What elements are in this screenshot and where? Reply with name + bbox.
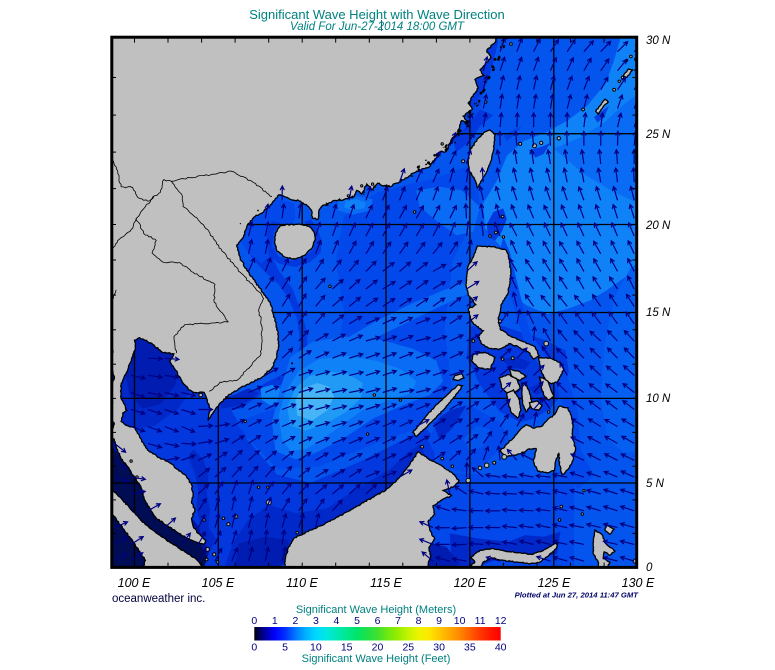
svg-text:10: 10 <box>310 642 322 654</box>
svg-text:30: 30 <box>433 642 445 654</box>
svg-text:5: 5 <box>282 642 288 654</box>
svg-text:0: 0 <box>251 642 257 654</box>
svg-text:3: 3 <box>313 615 319 627</box>
svg-text:Significant Wave Height (Meter: Significant Wave Height (Meters) <box>296 604 456 616</box>
svg-text:6: 6 <box>375 615 381 627</box>
svg-text:Valid For Jun-27-2014 18:00 GM: Valid For Jun-27-2014 18:00 GMT <box>290 21 465 33</box>
svg-text:12: 12 <box>495 615 507 627</box>
svg-text:Significant Wave Height with W: Significant Wave Height with Wave Direct… <box>249 7 505 22</box>
svg-text:100 E: 100 E <box>118 576 151 590</box>
svg-text:35: 35 <box>464 642 476 654</box>
svg-text:1: 1 <box>272 615 278 627</box>
svg-text:40: 40 <box>495 642 507 654</box>
svg-text:15 N: 15 N <box>646 307 671 319</box>
svg-text:20 N: 20 N <box>645 220 671 232</box>
svg-text:10: 10 <box>454 615 466 627</box>
svg-text:2: 2 <box>292 615 298 627</box>
svg-text:110 E: 110 E <box>286 576 318 590</box>
svg-text:11: 11 <box>475 615 486 627</box>
svg-text:5 N: 5 N <box>646 478 665 490</box>
svg-text:25 N: 25 N <box>645 129 671 141</box>
svg-text:7: 7 <box>395 615 401 627</box>
svg-text:30 N: 30 N <box>646 35 671 47</box>
svg-text:115 E: 115 E <box>370 576 402 590</box>
svg-text:25: 25 <box>402 642 414 654</box>
svg-text:120 E: 120 E <box>454 576 487 590</box>
svg-text:10 N: 10 N <box>646 393 671 405</box>
svg-text:20: 20 <box>372 642 384 654</box>
svg-text:8: 8 <box>416 615 422 627</box>
svg-text:4: 4 <box>333 615 339 627</box>
svg-text:0: 0 <box>251 615 257 627</box>
svg-text:105 E: 105 E <box>202 576 235 590</box>
svg-text:Plotted at Jun 27, 2014 11:47: Plotted at Jun 27, 2014 11:47 GMT <box>515 591 640 600</box>
svg-text:125 E: 125 E <box>538 576 571 590</box>
svg-text:oceanweather inc.: oceanweather inc. <box>112 593 205 605</box>
svg-text:0: 0 <box>646 562 653 574</box>
svg-text:5: 5 <box>354 615 360 627</box>
svg-text:Significant Wave Height (Feet): Significant Wave Height (Feet) <box>302 653 451 665</box>
svg-text:15: 15 <box>341 642 353 654</box>
svg-text:9: 9 <box>436 615 442 627</box>
svg-text:130 E: 130 E <box>622 576 655 590</box>
